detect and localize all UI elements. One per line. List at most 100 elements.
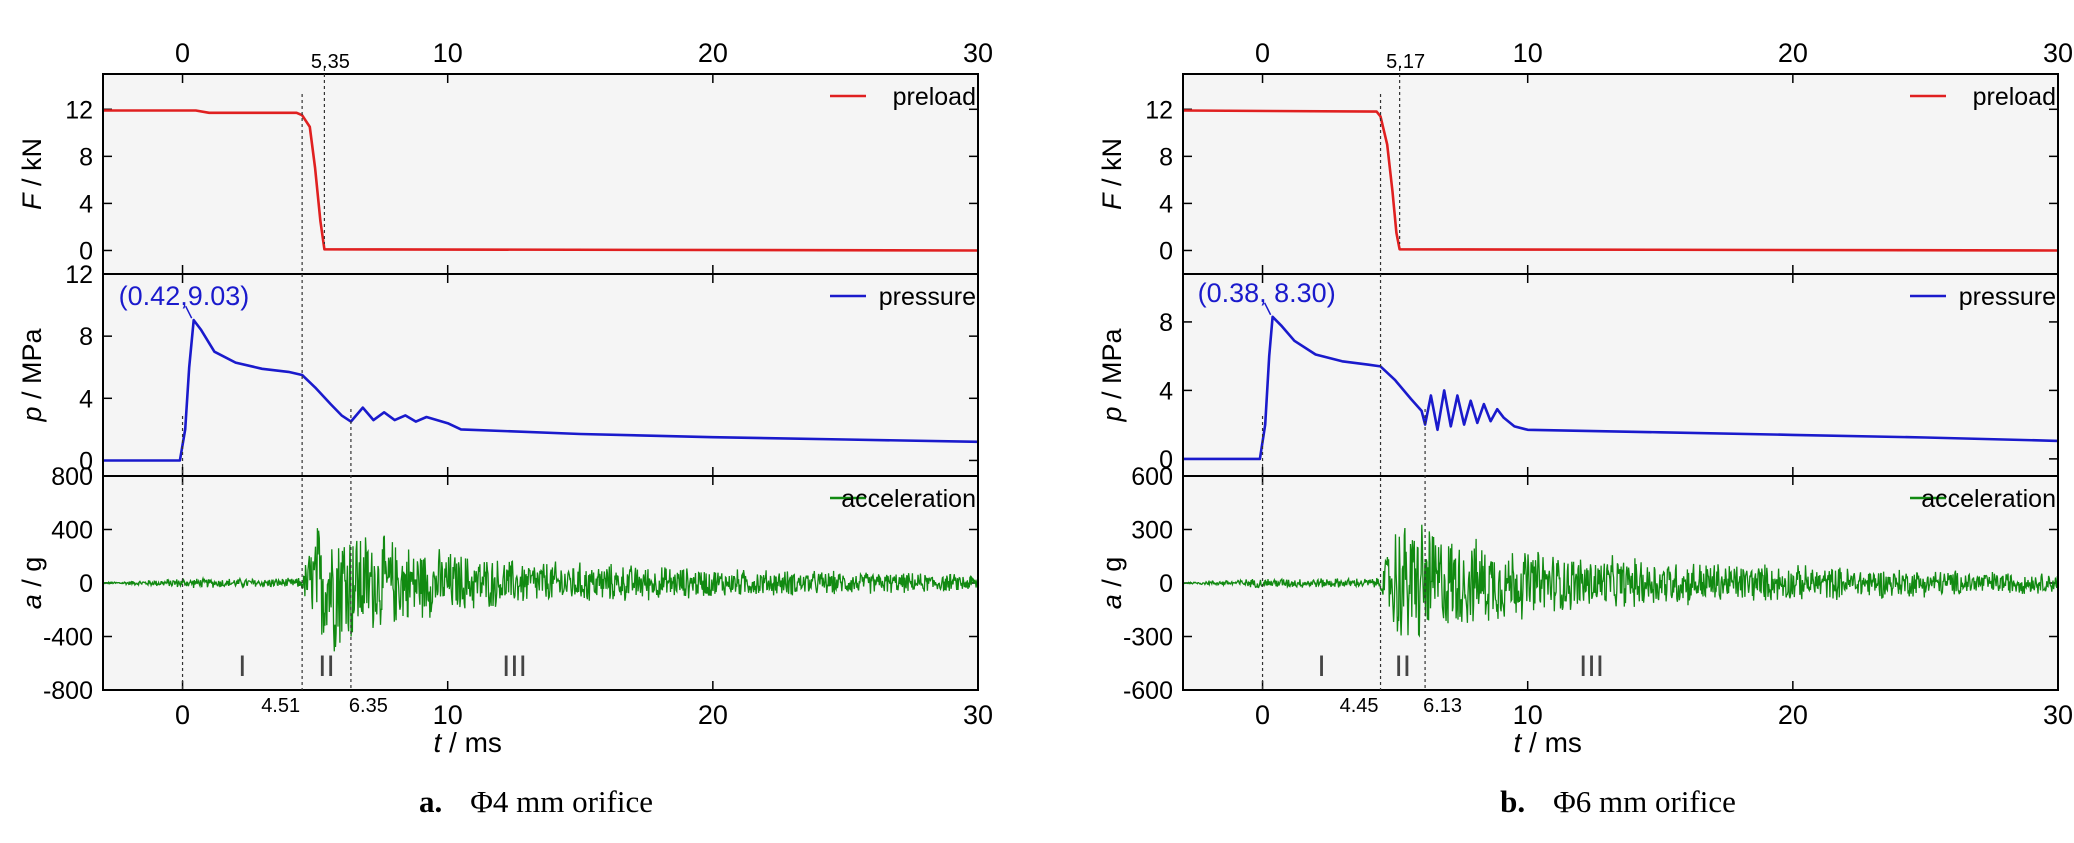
y-tick-label: -400 (43, 624, 93, 652)
y-axis-label-unit: / g (17, 557, 47, 595)
caption-text: Φ4 mm orifice (470, 784, 653, 819)
x-axis-label-var: t (1513, 727, 1522, 758)
y-tick-label: -600 (1123, 677, 1173, 705)
pressure-series-line (1183, 315, 2058, 461)
top-x-tick-label: 0 (1255, 38, 1270, 68)
x-tick-label: 20 (698, 700, 728, 730)
x-axis-label: t / ms (1513, 727, 1581, 758)
marker-label-left: 4.51 (261, 695, 300, 717)
y-tick-label: 12 (1145, 96, 1173, 124)
panel-caption: b. Φ6 mm orifice (1500, 784, 1736, 819)
legend-label: acceleration (841, 485, 976, 513)
y-tick-label: 4 (1159, 377, 1173, 405)
legend-label: pressure (1959, 283, 2056, 311)
y-tick-label: 400 (51, 517, 93, 545)
preload-series-line (103, 109, 978, 252)
panel-a: 0 4 8 12 F / kN preload 0 4 8 12 p / MPa pressure (0… (17, 38, 993, 819)
y-axis-label-unit: / kN (1097, 138, 1127, 194)
y-axis-label-var: p (17, 407, 47, 423)
y-axis-label-var: F (17, 192, 47, 210)
top-x-tick-label: 20 (698, 38, 728, 68)
subplot-acceleration: -600 -300 0 300 600 a / g acceleration (1097, 463, 2059, 705)
marker-label-top: 5.17 (1386, 51, 1425, 73)
marker-label-left: 4.45 (1340, 695, 1379, 717)
y-axis-label-var: a (1097, 594, 1127, 609)
y-tick-label: 8 (79, 323, 93, 351)
y-axis-label-unit: / g (1097, 557, 1127, 595)
y-axis-label-var: a (17, 594, 47, 609)
x-tick-label: 30 (2043, 700, 2073, 730)
x-axis-label-unit: / ms (1521, 727, 1582, 758)
plot-background (1183, 74, 2058, 690)
peak-annotation: (0.38, 8.30) (1198, 278, 1336, 308)
panel-b: 0 4 8 12 F / kN preload 0 4 8 p / MPa pressure (0.3… (1097, 38, 2073, 819)
marker-label-top: 5.35 (311, 51, 350, 73)
peak-leader (185, 305, 193, 319)
y-tick-label: 8 (79, 143, 93, 171)
subplot-frame (1182, 475, 2059, 691)
x-tick-label: 0 (175, 700, 190, 730)
top-x-tick-label: 10 (433, 38, 463, 68)
top-x-tick-label: 0 (175, 38, 190, 68)
y-tick-label: 4 (1159, 190, 1173, 218)
legend-label: preload (893, 83, 976, 111)
x-tick-label: 30 (963, 700, 993, 730)
caption-letter: a. (419, 784, 442, 819)
y-tick-label: 8 (1159, 143, 1173, 171)
y-axis-label-var: F (1097, 192, 1127, 210)
acceleration-series-line (1183, 524, 2058, 638)
y-tick-label: 4 (79, 190, 93, 218)
panel-caption: a. Φ4 mm orifice (419, 784, 653, 819)
subplot-pressure: 0 4 8 p / MPa pressure (0.38, 8.30) (1097, 273, 2059, 477)
stage-label: III (502, 650, 527, 683)
y-tick-label: -800 (43, 677, 93, 705)
y-axis-label: p / MPa (17, 327, 47, 422)
plot-background (103, 74, 978, 690)
x-tick-label: 10 (1513, 700, 1543, 730)
y-axis-label: a / g (17, 557, 47, 610)
y-tick-label: 0 (79, 447, 93, 475)
stage-label: III (1579, 650, 1604, 683)
subplot-acceleration: -800 -400 0 400 800 a / g acceleration (17, 463, 979, 705)
y-axis-label: F / kN (17, 138, 47, 210)
x-axis-label: t / ms (433, 727, 501, 758)
y-axis-label-unit: / MPa (17, 327, 47, 406)
y-tick-label: 0 (79, 570, 93, 598)
peak-annotation: (0.42,9.03) (119, 281, 250, 311)
y-axis-label: p / MPa (1097, 327, 1127, 422)
caption-text: Φ6 mm orifice (1553, 784, 1736, 819)
top-x-tick-label: 30 (963, 38, 993, 68)
subplot-frame (102, 475, 979, 691)
caption-letter: b. (1500, 784, 1525, 819)
y-tick-label: 800 (51, 463, 93, 491)
y-tick-label: 0 (79, 237, 93, 265)
legend-label: acceleration (1921, 485, 2056, 513)
x-tick-label: 10 (433, 700, 463, 730)
y-axis-label-var: p (1097, 407, 1127, 423)
acceleration-series-line (103, 528, 978, 652)
stage-label: II (1394, 650, 1411, 683)
y-tick-label: 600 (1131, 463, 1173, 491)
y-tick-label: 12 (65, 261, 93, 289)
stage-label: I (1317, 650, 1325, 683)
top-x-tick-label: 20 (1778, 38, 1808, 68)
y-tick-label: 0 (1159, 237, 1173, 265)
x-axis-label-var: t (433, 727, 442, 758)
top-x-tick-label: 30 (2043, 38, 2073, 68)
y-tick-label: 0 (1159, 570, 1173, 598)
x-tick-label: 0 (1255, 700, 1270, 730)
marker-label-right: 6.35 (349, 695, 388, 717)
stage-label: I (238, 650, 246, 683)
legend-label: pressure (879, 283, 976, 311)
stage-label: II (318, 650, 335, 683)
peak-leader (1263, 302, 1272, 316)
y-tick-label: 0 (1159, 446, 1173, 474)
y-tick-label: 8 (1159, 309, 1173, 337)
preload-series-line (1183, 109, 2058, 252)
y-axis-label: a / g (1097, 557, 1127, 610)
y-axis-label: F / kN (1097, 138, 1127, 210)
y-tick-label: 300 (1131, 517, 1173, 545)
top-x-tick-label: 10 (1513, 38, 1543, 68)
x-axis-label-unit: / ms (441, 727, 502, 758)
